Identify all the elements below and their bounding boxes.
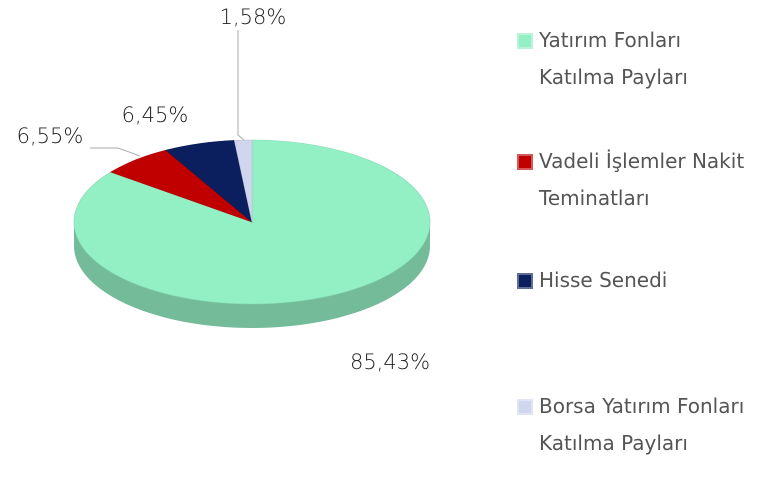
legend-item: Yatırım Fonları Katılma Payları — [517, 22, 747, 96]
leader-line — [90, 147, 141, 157]
legend-item: Borsa Yatırım Fonları Katılma Payları — [517, 388, 747, 462]
leader-line — [237, 30, 245, 141]
data-label: 1,58% — [220, 5, 287, 29]
legend-marker — [517, 33, 533, 49]
data-label: 6,45% — [122, 103, 189, 127]
data-label: 85,43% — [350, 350, 430, 374]
legend-marker — [517, 154, 533, 170]
legend-label: Yatırım Fonları Katılma Payları — [539, 28, 688, 89]
legend-label: Borsa Yatırım Fonları Katılma Payları — [539, 394, 745, 455]
pie-slice-side — [74, 222, 430, 328]
data-label: 6,55% — [17, 124, 84, 148]
legend-label: Vadeli İşlemler Nakit Teminatları — [539, 149, 745, 210]
legend-marker — [517, 399, 533, 415]
pie-slice — [233, 139, 253, 223]
legend-item: Vadeli İşlemler Nakit Teminatları — [517, 143, 747, 217]
legend-label: Hisse Senedi — [539, 268, 668, 292]
legend-item: Hisse Senedi — [517, 262, 747, 299]
legend-marker — [517, 273, 533, 289]
